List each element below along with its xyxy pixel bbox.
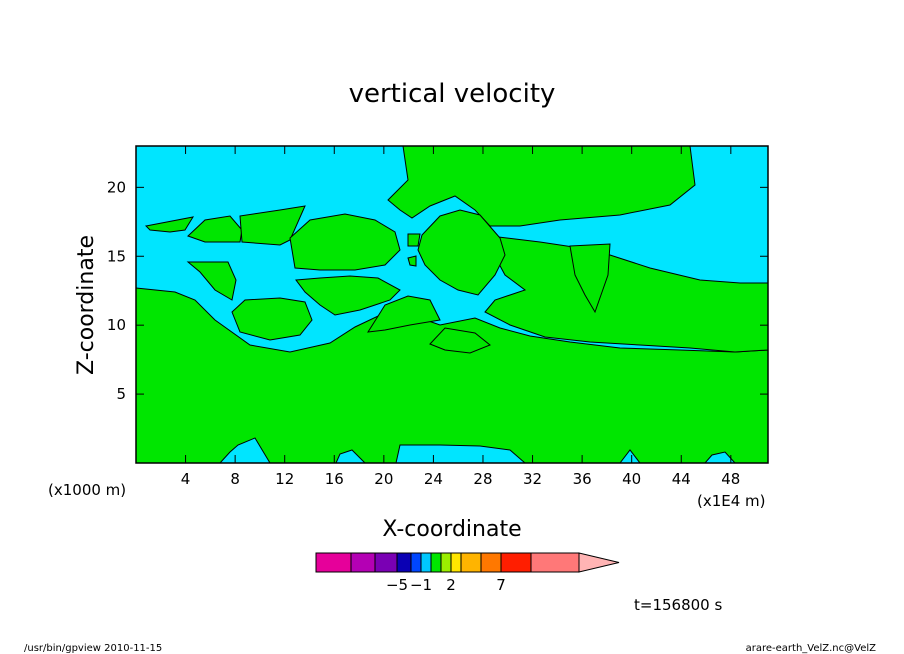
colorbar-swatch xyxy=(430,552,442,573)
colorbar-swatch xyxy=(500,552,532,573)
region-center-loop xyxy=(295,275,401,316)
x-unit-label: (x1E4 m) xyxy=(697,492,766,510)
region-left-center xyxy=(231,297,313,341)
x-tick-label: 20 xyxy=(374,470,393,488)
y-tick-label: 15 xyxy=(107,247,126,265)
colorbar-swatch xyxy=(450,552,462,573)
footer-right: arare-earth_VelZ.nc@VelZ xyxy=(746,643,877,654)
colorbar-swatch xyxy=(350,552,376,573)
region-lower-left xyxy=(135,287,769,464)
x-scale-label: (x1000 m) xyxy=(48,481,126,499)
colorbar-swatch xyxy=(410,552,422,573)
colorbar-arrow xyxy=(578,552,620,573)
x-axis-label: X-coordinate xyxy=(382,517,521,542)
y-tick-label: 10 xyxy=(107,316,126,334)
contour-regions xyxy=(135,145,769,464)
x-tick-label: 44 xyxy=(672,470,691,488)
region-heart xyxy=(417,209,506,296)
x-tick-label: 36 xyxy=(573,470,592,488)
region-mid xyxy=(367,295,441,333)
y-tick-label: 20 xyxy=(107,178,126,196)
x-tick-label: 40 xyxy=(622,470,641,488)
colorbar xyxy=(315,552,620,573)
x-tick-label: 16 xyxy=(325,470,344,488)
colorbar-swatch xyxy=(396,552,412,573)
y-axis-ticks: 5 10 15 20 xyxy=(107,178,768,403)
colorbar-label: 2 xyxy=(446,576,456,594)
colorbar-swatch xyxy=(480,552,502,573)
x-tick-label: 8 xyxy=(230,470,240,488)
x-axis-ticks: 4 8 12 16 20 24 28 32 36 40 44 48 xyxy=(181,146,740,488)
footer-left: /usr/bin/gpview 2010-11-15 xyxy=(24,643,162,654)
x-tick-label: 28 xyxy=(473,470,492,488)
colorbar-swatch xyxy=(374,552,398,573)
colorbar-swatch xyxy=(530,552,580,573)
time-label: t=156800 s xyxy=(634,596,722,614)
region-tiny-1 xyxy=(407,233,421,247)
x-tick-label: 48 xyxy=(721,470,740,488)
x-tick-label: 32 xyxy=(523,470,542,488)
colorbar-labels: −5 −1 2 7 xyxy=(386,576,506,594)
colorbar-label: 7 xyxy=(496,576,506,594)
colorbar-label: −5 xyxy=(386,576,408,594)
region-right-small xyxy=(569,243,611,314)
chart-title: vertical velocity xyxy=(349,79,556,109)
colorbar-swatch xyxy=(440,552,452,573)
plot-frame xyxy=(135,145,769,464)
y-tick-label: 5 xyxy=(116,385,126,403)
x-tick-label: 4 xyxy=(181,470,191,488)
colorbar-swatch xyxy=(420,552,432,573)
y-axis-label: Z-coordinate xyxy=(74,235,99,375)
x-tick-label: 24 xyxy=(424,470,443,488)
region-right-band xyxy=(484,235,769,353)
region-left-loop xyxy=(289,213,401,271)
region-tiny-2 xyxy=(407,255,417,267)
x-tick-label: 12 xyxy=(275,470,294,488)
region-mid-lower xyxy=(429,327,491,354)
colorbar-swatch xyxy=(315,552,352,573)
colorbar-label: −1 xyxy=(410,576,432,594)
colorbar-swatch xyxy=(460,552,482,573)
region-blob-4 xyxy=(186,261,237,301)
region-blob-1 xyxy=(144,216,195,233)
